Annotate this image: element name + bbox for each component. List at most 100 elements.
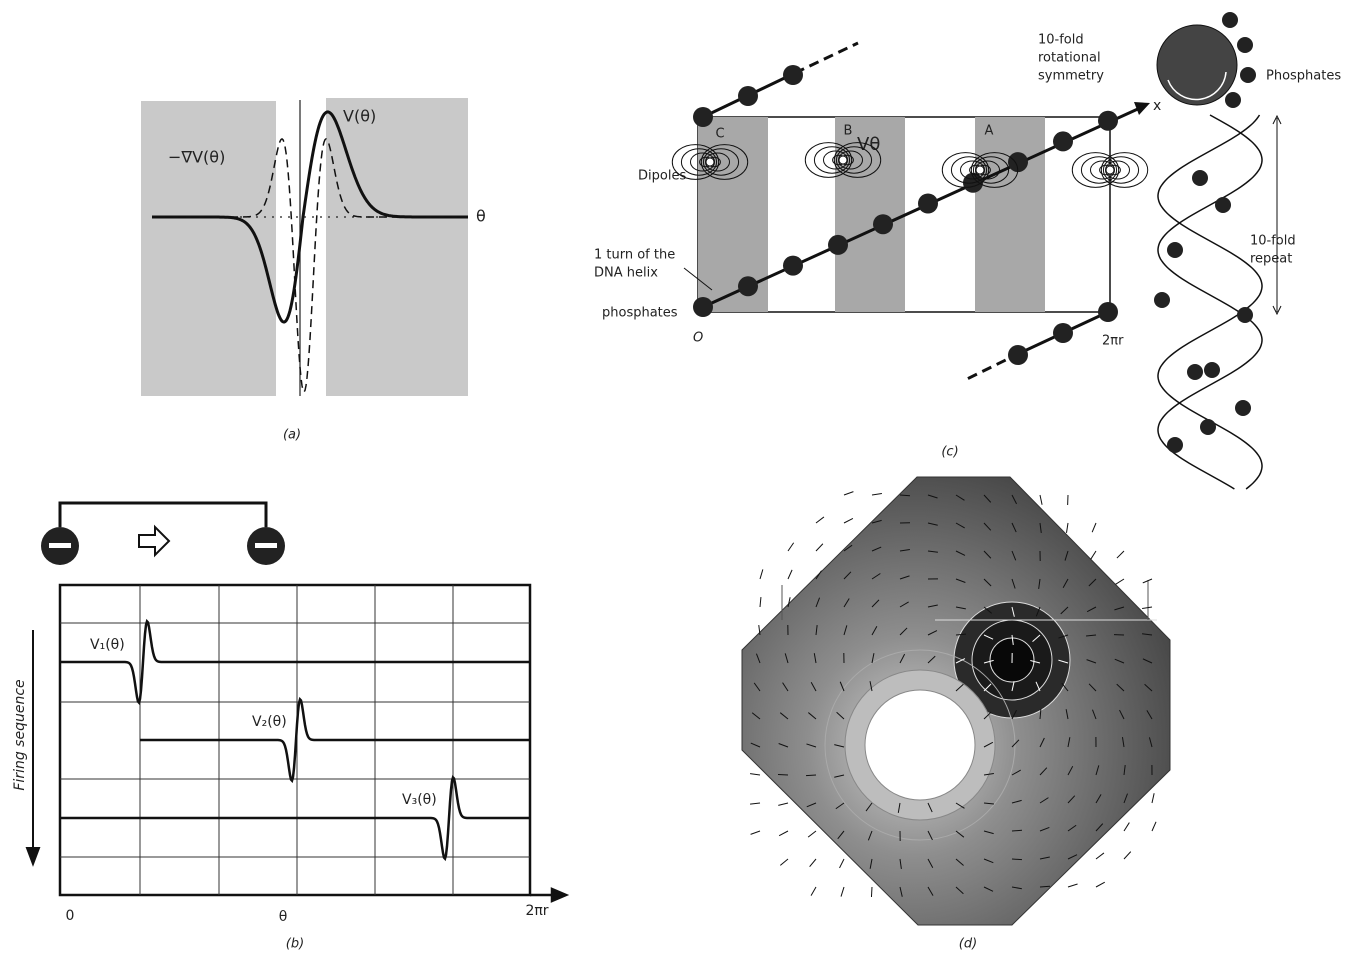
field-arrow bbox=[955, 633, 967, 636]
field-arrow bbox=[1035, 606, 1041, 617]
field-arrow bbox=[1067, 765, 1074, 776]
rotation-arrow bbox=[1167, 71, 1227, 101]
field-arrow bbox=[1032, 634, 1041, 643]
field-arrow bbox=[1095, 794, 1102, 804]
field-arrow bbox=[1086, 634, 1097, 637]
field-arrow bbox=[808, 712, 817, 720]
field-arrow bbox=[1039, 767, 1048, 776]
field-arrow bbox=[927, 802, 933, 813]
field-arrow bbox=[1123, 822, 1130, 832]
dipole-contour bbox=[700, 144, 749, 180]
phosphate bbox=[1235, 400, 1251, 416]
field-arrow bbox=[836, 711, 845, 720]
caption: (b) bbox=[286, 937, 304, 952]
label: DNA helix bbox=[594, 266, 658, 281]
dipole-contour bbox=[1100, 152, 1149, 188]
field-arrow bbox=[1065, 709, 1069, 720]
field-arrow bbox=[834, 774, 845, 778]
phosphate bbox=[1237, 307, 1253, 323]
field-arrow bbox=[1039, 797, 1049, 804]
panel-d: (d) bbox=[741, 476, 1171, 952]
field-arrow bbox=[1011, 578, 1016, 589]
label: 10-fold bbox=[1250, 234, 1296, 249]
field-arrow bbox=[983, 659, 994, 664]
field-arrow bbox=[779, 712, 789, 720]
leader bbox=[683, 267, 713, 291]
label: A bbox=[985, 124, 994, 139]
dipole bbox=[838, 155, 848, 165]
field-arrow bbox=[1142, 658, 1153, 664]
gradient-curve bbox=[152, 137, 468, 394]
helix-strand bbox=[1157, 114, 1263, 490]
field-arrow bbox=[1116, 550, 1125, 559]
dipole-contour bbox=[972, 156, 1010, 184]
field-arrow bbox=[1121, 737, 1125, 748]
field-arrow bbox=[955, 550, 966, 556]
field-arrow bbox=[897, 802, 901, 813]
phosphate bbox=[693, 297, 713, 317]
label: θ bbox=[279, 909, 288, 925]
field-arrow bbox=[787, 542, 795, 552]
field-arrow bbox=[955, 606, 966, 610]
caption: (c) bbox=[941, 445, 958, 460]
phosphate bbox=[1200, 419, 1216, 435]
field-arrow bbox=[1092, 709, 1097, 720]
label: phosphates bbox=[602, 306, 678, 321]
field-arrow bbox=[871, 626, 878, 636]
field-arrow bbox=[871, 599, 880, 608]
stripe bbox=[698, 117, 768, 312]
field-arrow bbox=[806, 743, 817, 748]
field-arrow bbox=[815, 625, 818, 636]
field-arrow bbox=[1064, 550, 1069, 561]
field-arrow bbox=[1039, 708, 1042, 720]
field-arrow bbox=[1039, 737, 1045, 748]
field-arrow bbox=[1090, 550, 1097, 560]
field-arrow bbox=[899, 601, 909, 608]
field-arrow bbox=[927, 550, 938, 553]
field-arrow bbox=[871, 546, 882, 552]
field-arrow bbox=[1095, 852, 1105, 860]
field-arrow bbox=[1066, 522, 1069, 533]
field-arrow bbox=[1115, 578, 1125, 585]
field-arrow bbox=[983, 494, 992, 503]
field-arrow bbox=[1123, 851, 1132, 860]
field-arrow bbox=[1011, 709, 1017, 720]
label: repeat bbox=[1250, 252, 1292, 267]
field-arrow bbox=[1058, 659, 1069, 664]
label: V(θ) bbox=[343, 107, 376, 126]
phosphate bbox=[918, 193, 938, 214]
field-arrow bbox=[834, 744, 845, 748]
field-arrow bbox=[1011, 606, 1015, 617]
label: symmetry bbox=[1038, 69, 1104, 84]
label: O bbox=[693, 331, 703, 346]
field-arrow bbox=[983, 886, 994, 892]
dipole-contour bbox=[941, 152, 990, 188]
phosphate bbox=[828, 234, 848, 255]
field-arrow bbox=[778, 743, 789, 748]
field-arrow bbox=[983, 634, 994, 640]
phosphate bbox=[1053, 131, 1073, 152]
stripe bbox=[975, 117, 1045, 312]
field-arrow bbox=[784, 653, 789, 664]
field-arrow bbox=[1067, 795, 1076, 804]
phosphate bbox=[738, 276, 758, 297]
shade bbox=[326, 98, 468, 396]
phosphate bbox=[1225, 92, 1241, 108]
panel-b: Firing sequence 0 θ 2πr (b) V₁(θ) V₂(θ) V₃… bbox=[12, 501, 570, 952]
field-arrow bbox=[1148, 737, 1153, 748]
field-arrow bbox=[955, 578, 966, 583]
field-arrow bbox=[1114, 658, 1125, 664]
phosphate bbox=[1154, 292, 1170, 308]
dipole-contour bbox=[970, 152, 1019, 188]
field-arrow bbox=[927, 494, 938, 499]
trace bbox=[60, 774, 530, 862]
label: B bbox=[844, 124, 853, 139]
trace-label: V₁(θ) bbox=[90, 637, 125, 653]
field-arrow bbox=[1095, 823, 1104, 832]
field-arrow bbox=[810, 681, 817, 692]
field-arrow bbox=[983, 741, 994, 748]
field-arrow bbox=[843, 571, 852, 580]
arrow bbox=[138, 524, 171, 558]
field-arrow bbox=[927, 522, 938, 526]
